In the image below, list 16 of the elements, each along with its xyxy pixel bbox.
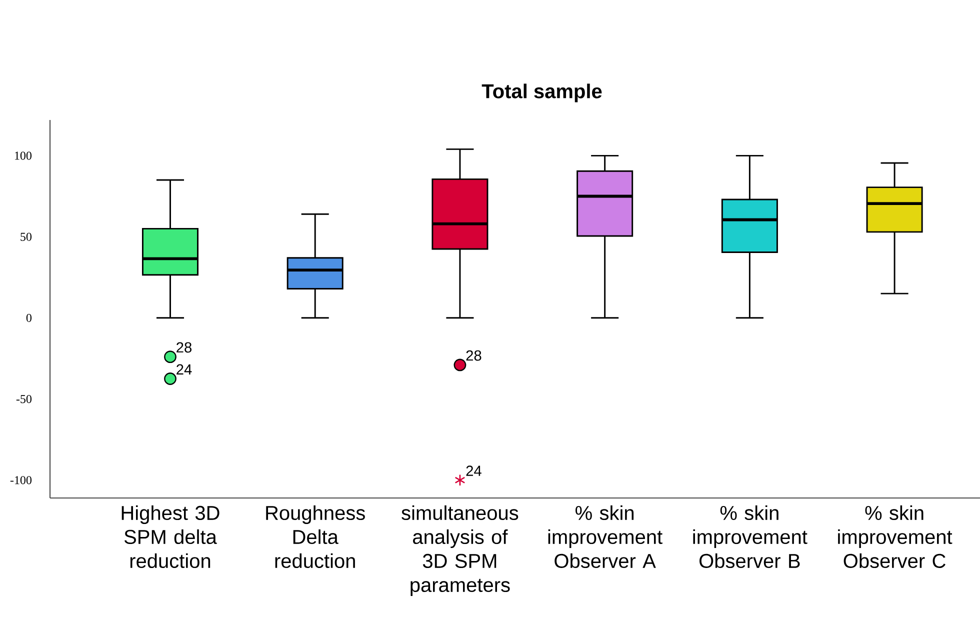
y-tick-label: -50	[16, 394, 32, 404]
x-tick-label: % skin improvement Observer A	[548, 505, 662, 568]
x-tick-label: Highest 3D SPM delta reduction	[122, 505, 220, 568]
y-tick-label: 50	[20, 232, 32, 241]
x-tick-label: Roughness Delta reduction	[266, 505, 365, 568]
y-tick-label: -100	[10, 476, 32, 484]
annotation: 24	[466, 466, 482, 476]
x-tick-label: % skin improvement Observer B	[693, 505, 808, 568]
x-tick-label: simultaneous analysis of 3D SPM parameters	[402, 505, 518, 596]
x-tick-label: % skin improvement Observer C	[838, 505, 952, 568]
y-tick-label: 100	[15, 152, 32, 160]
annotation: 28	[466, 350, 482, 361]
chart-title: Total sample	[482, 84, 602, 102]
annotation: 28	[176, 342, 192, 353]
annotation: 24	[176, 364, 192, 374]
y-tick-label: 0	[26, 314, 32, 322]
